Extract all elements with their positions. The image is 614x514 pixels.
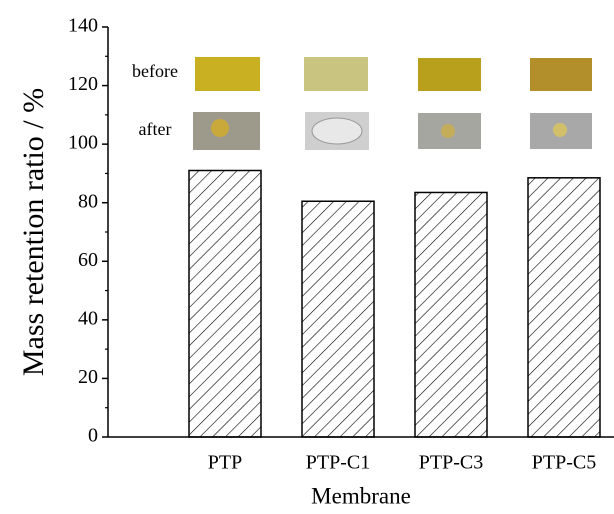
x-tick-label: PTP <box>208 452 242 474</box>
y-axis-label: Mass retention ratio / % <box>17 88 50 376</box>
y-tick-label: 100 <box>68 132 98 154</box>
photo <box>418 58 481 91</box>
photo <box>530 58 592 91</box>
bar <box>301 200 375 438</box>
y-tick-label: 0 <box>88 425 98 447</box>
annotation: after <box>139 119 172 139</box>
y-tick-label: 20 <box>78 366 98 388</box>
y-tick-label: 40 <box>78 307 98 329</box>
x-axis-label: Membrane <box>311 483 411 508</box>
annotation: before <box>132 61 178 81</box>
photo <box>195 57 260 91</box>
photos <box>193 57 592 150</box>
photo-detail <box>553 123 567 137</box>
y-tick-label: 140 <box>68 15 98 37</box>
bar <box>527 177 601 438</box>
x-tick-label: PTP-C1 <box>306 452 370 474</box>
photo-detail <box>211 119 229 137</box>
x-tick-label: PTP-C5 <box>532 452 596 474</box>
x-tick-label: PTP-C3 <box>419 452 483 474</box>
photo <box>304 57 368 91</box>
y-tick-label: 120 <box>68 73 98 95</box>
y-tick-label: 80 <box>78 190 98 212</box>
bar <box>414 191 488 438</box>
bar <box>188 169 262 438</box>
photo-detail <box>311 117 363 145</box>
photo-detail <box>441 124 455 138</box>
y-tick-label: 60 <box>78 249 98 271</box>
